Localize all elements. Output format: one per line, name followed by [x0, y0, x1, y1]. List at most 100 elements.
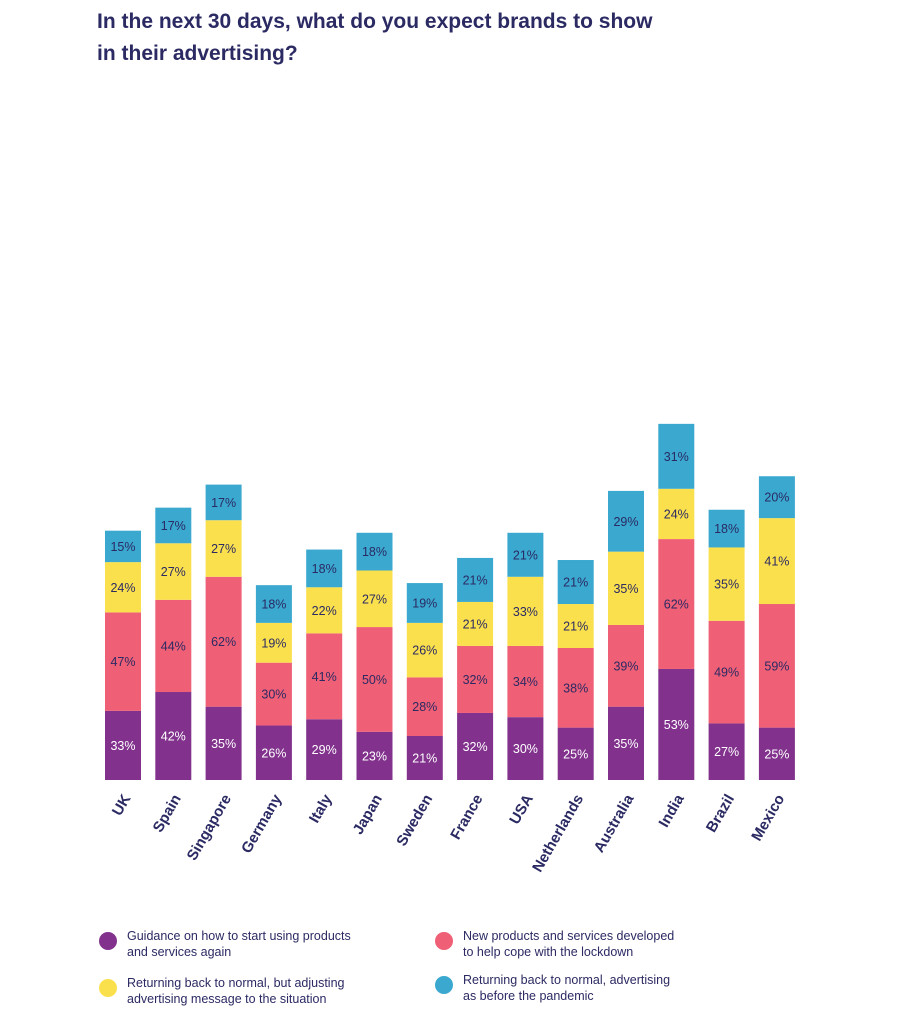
data-label-singapore-s2: 62%: [211, 635, 236, 649]
data-label-brazil-s3: 35%: [714, 578, 739, 592]
bar-segment-netherlands-s4: [557, 560, 594, 605]
bar-segment-sweden-s1: [406, 736, 443, 780]
data-label-uk-s1: 33%: [110, 739, 135, 753]
category-label-usa: USA: [506, 791, 537, 827]
category-label-spain: Spain: [150, 792, 185, 836]
bar-segment-italy-s1: [306, 719, 343, 780]
bar-segment-japan-s2: [356, 627, 393, 732]
data-label-usa-s1: 30%: [513, 742, 538, 756]
data-label-japan-s3: 27%: [362, 592, 387, 606]
category-label-australia: Australia: [591, 791, 638, 856]
bar-segment-spain-s2: [155, 599, 192, 693]
data-label-france-s3: 21%: [463, 617, 488, 631]
bar-segment-brazil-s4: [708, 509, 745, 548]
data-label-brazil-s2: 49%: [714, 666, 739, 680]
bar-segment-spain-s1: [155, 692, 192, 780]
data-label-italy-s4: 18%: [312, 562, 337, 576]
bar-segment-mexico-s3: [758, 518, 795, 605]
data-label-japan-s2: 50%: [362, 673, 387, 687]
bar-segment-australia-s3: [608, 551, 644, 625]
data-label-sweden-s2: 28%: [412, 700, 437, 714]
data-label-india-s3: 24%: [664, 507, 689, 521]
data-label-germany-s4: 18%: [261, 598, 286, 612]
data-label-spain-s2: 44%: [161, 639, 186, 653]
bar-segment-uk-s3: [105, 562, 141, 613]
data-label-australia-s4: 29%: [613, 515, 638, 529]
data-label-uk-s2: 47%: [110, 655, 135, 669]
data-label-india-s4: 31%: [664, 450, 689, 464]
bar-segment-singapore-s4: [205, 484, 242, 521]
data-label-italy-s2: 41%: [312, 670, 337, 684]
category-label-france: France: [447, 792, 486, 843]
bar-segment-italy-s4: [306, 549, 343, 588]
bar-segment-france-s3: [457, 601, 494, 646]
data-label-singapore-s1: 35%: [211, 737, 236, 751]
data-label-netherlands-s3: 21%: [563, 620, 588, 634]
data-label-italy-s3: 22%: [312, 604, 337, 618]
bar-segment-australia-s4: [608, 490, 644, 552]
bar-segment-singapore-s3: [205, 520, 242, 577]
bar-segment-usa-s1: [507, 717, 544, 780]
data-label-france-s4: 21%: [463, 573, 488, 587]
category-label-brazil: Brazil: [703, 792, 738, 836]
data-label-france-s1: 32%: [463, 740, 488, 754]
bar-segment-italy-s3: [306, 587, 343, 634]
data-label-usa-s3: 33%: [513, 605, 538, 619]
data-label-spain-s3: 27%: [161, 565, 186, 579]
data-label-germany-s1: 26%: [261, 746, 286, 760]
bar-segment-india-s4: [658, 423, 695, 489]
category-label-sweden: Sweden: [393, 792, 436, 850]
data-label-germany-s2: 30%: [261, 688, 286, 702]
bar-segment-usa-s2: [507, 645, 544, 718]
data-label-india-s1: 53%: [664, 718, 689, 732]
bar-segment-japan-s3: [356, 570, 393, 628]
bar-segment-germany-s4: [255, 585, 292, 623]
bar-segment-australia-s2: [608, 624, 644, 707]
category-label-india: India: [656, 791, 689, 830]
bar-segment-brazil-s3: [708, 547, 745, 621]
data-label-singapore-s4: 17%: [211, 496, 236, 510]
bar-segment-singapore-s1: [205, 706, 242, 780]
bar-segment-france-s2: [457, 645, 494, 713]
data-label-mexico-s1: 25%: [764, 747, 789, 761]
data-label-brazil-s4: 18%: [714, 522, 739, 536]
category-label-uk: UK: [109, 791, 135, 818]
bar-segment-brazil-s1: [708, 723, 745, 780]
category-label-italy: Italy: [306, 791, 336, 826]
data-label-japan-s4: 18%: [362, 545, 387, 559]
data-label-brazil-s1: 27%: [714, 745, 739, 759]
bar-segment-sweden-s2: [406, 677, 443, 737]
bar-segment-uk-s1: [105, 710, 141, 780]
data-label-spain-s1: 42%: [161, 730, 186, 744]
data-label-india-s2: 62%: [664, 598, 689, 612]
data-label-sweden-s4: 19%: [412, 596, 437, 610]
category-label-mexico: Mexico: [748, 792, 788, 845]
bar-segment-netherlands-s1: [557, 727, 594, 780]
bar-segment-india-s3: [658, 488, 695, 540]
bar-segment-spain-s4: [155, 507, 192, 544]
data-label-sweden-s3: 26%: [412, 644, 437, 658]
category-label-singapore: Singapore: [184, 792, 235, 864]
bar-segment-italy-s2: [306, 633, 343, 720]
bar-segment-india-s2: [658, 539, 695, 669]
bar-segment-netherlands-s3: [557, 604, 594, 649]
data-label-sweden-s1: 21%: [412, 752, 437, 766]
bar-segment-singapore-s2: [205, 576, 242, 707]
data-label-usa-s2: 34%: [513, 675, 538, 689]
data-label-netherlands-s2: 38%: [563, 681, 588, 695]
bar-segment-japan-s1: [356, 731, 393, 780]
data-label-australia-s3: 35%: [613, 582, 638, 596]
bar-segment-india-s1: [658, 668, 695, 780]
bar-segment-spain-s3: [155, 543, 192, 600]
data-label-italy-s1: 29%: [312, 743, 337, 757]
bar-segment-netherlands-s2: [557, 648, 594, 728]
data-label-singapore-s3: 27%: [211, 542, 236, 556]
data-label-uk-s3: 24%: [110, 581, 135, 595]
data-label-japan-s1: 23%: [362, 749, 387, 763]
bar-segment-usa-s4: [507, 532, 544, 577]
bar-segment-france-s4: [457, 557, 494, 602]
bar-segment-germany-s3: [255, 622, 292, 663]
data-label-netherlands-s4: 21%: [563, 576, 588, 590]
bar-segment-brazil-s2: [708, 620, 745, 724]
